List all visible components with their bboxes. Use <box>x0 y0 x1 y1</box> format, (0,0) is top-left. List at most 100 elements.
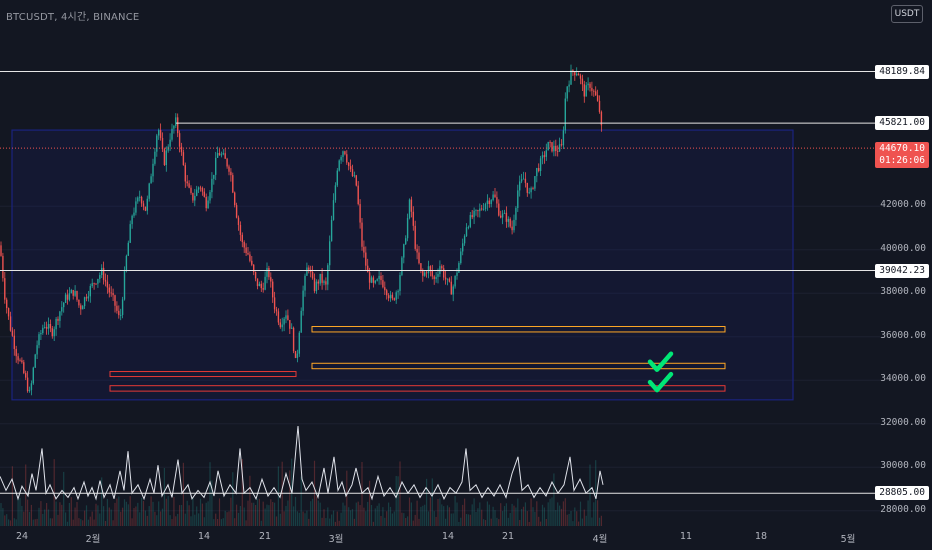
candle-down <box>420 263 422 271</box>
volume-bar <box>298 512 300 526</box>
volume-bar <box>226 512 228 526</box>
candle-down <box>247 253 249 255</box>
candle-down <box>218 153 221 156</box>
volume-bar <box>574 507 576 526</box>
volume-bar <box>44 509 46 526</box>
candle-down <box>494 194 496 198</box>
volume-bar <box>372 521 374 526</box>
candle-down <box>7 308 10 317</box>
volume-bar <box>456 502 458 526</box>
candle-down <box>448 278 451 282</box>
candle-down <box>414 225 416 249</box>
volume-bar <box>583 509 585 526</box>
volume-bar <box>80 519 82 526</box>
candle-up <box>403 244 405 258</box>
volume-bar <box>530 498 532 526</box>
candle-up <box>55 318 57 330</box>
volume-bar <box>222 518 224 526</box>
volume-bar <box>65 512 67 526</box>
candle-down <box>425 272 428 274</box>
candle-down <box>142 203 145 207</box>
candle-up <box>127 242 129 256</box>
volume-bar <box>357 501 359 526</box>
volume-bar <box>296 511 298 526</box>
candle-down <box>361 222 363 247</box>
candles-layer <box>0 64 603 396</box>
candle-down <box>433 276 435 280</box>
candle-up <box>220 154 223 156</box>
volume-bar <box>55 501 57 526</box>
candle-down <box>6 299 8 309</box>
currency-badge[interactable]: USDT <box>891 5 923 23</box>
candle-down <box>481 208 483 210</box>
candle-down <box>412 211 414 226</box>
candle-down <box>549 141 551 143</box>
volume-bar <box>589 464 591 526</box>
candle-up <box>216 153 219 158</box>
candle-down <box>270 277 272 282</box>
volume-bar <box>458 521 460 526</box>
candle-up <box>530 188 532 193</box>
candle-up <box>374 280 376 283</box>
candle-down <box>237 217 240 226</box>
volume-bar <box>437 499 439 526</box>
volume-bar <box>70 497 72 526</box>
candle-down <box>572 70 574 72</box>
candle-up <box>469 215 471 227</box>
x-tick-label: 3월 <box>328 534 344 545</box>
volume-bar <box>230 497 232 526</box>
volume-bar <box>557 502 559 526</box>
volume-bar <box>251 502 253 526</box>
volume-bar <box>545 518 547 526</box>
volume-bar <box>108 507 110 526</box>
volume-bar <box>123 499 126 526</box>
volume-bar <box>410 502 412 526</box>
candle-up <box>173 125 175 129</box>
volume-bar <box>498 519 500 526</box>
volume-bar <box>450 513 452 526</box>
candle-up <box>82 306 84 310</box>
volume-bar <box>34 519 36 526</box>
volume-bar <box>427 511 430 526</box>
volume-bar <box>467 514 469 526</box>
candle-down <box>23 362 25 374</box>
volume-bar <box>198 513 200 526</box>
volume-bar <box>403 513 405 526</box>
candle-down <box>431 270 433 277</box>
candle-up <box>456 272 458 276</box>
volume-bar <box>171 519 173 526</box>
candle-down <box>391 294 394 299</box>
candle-up <box>406 218 409 239</box>
volume-bar <box>591 517 593 526</box>
candle-down <box>118 310 120 316</box>
candle-up <box>452 286 454 295</box>
volume-bar <box>564 498 566 526</box>
volume-bar <box>407 516 409 526</box>
candle-up <box>30 383 33 390</box>
candle-up <box>281 324 283 328</box>
candle-down <box>355 175 357 186</box>
volume-bar <box>420 506 422 526</box>
candle-down <box>201 187 204 192</box>
volume-bar <box>243 507 245 526</box>
candle-up <box>462 243 464 252</box>
volume-bar <box>184 513 186 526</box>
x-tick-label: 5월 <box>840 534 856 545</box>
candle-up <box>475 210 477 211</box>
volume-bar <box>435 516 437 526</box>
volume-bar <box>422 505 424 526</box>
volume-bar <box>494 510 496 526</box>
volume-bar <box>253 502 255 526</box>
volume-bar <box>287 500 289 526</box>
volume-bar <box>40 501 42 526</box>
candle-down <box>26 377 29 392</box>
candle-up <box>38 334 40 346</box>
candle-down <box>224 153 226 159</box>
volume-bar <box>194 514 196 526</box>
candle-up <box>139 196 141 198</box>
candle-down <box>346 154 348 163</box>
grid-layer <box>0 205 880 512</box>
candle-down <box>593 90 595 92</box>
candle-down <box>344 151 346 155</box>
